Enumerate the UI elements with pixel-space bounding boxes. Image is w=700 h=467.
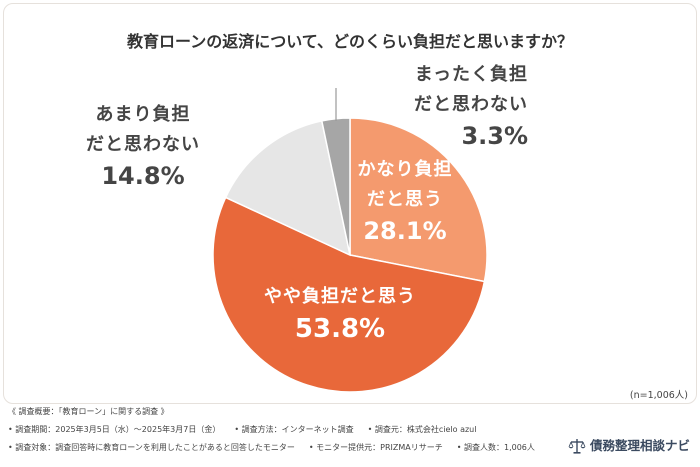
survey-heading: 《 調査概要：「教育ローン」に関する調査 》 <box>8 407 169 416</box>
pie-slice-somewhat-burdensome <box>212 196 486 393</box>
slice-value-label: 14.8% <box>101 162 185 190</box>
slice-label-line: かなり負担 <box>357 159 453 180</box>
slice-label-very-burdensome: かなり負担 だと思う 28.1% <box>335 155 475 247</box>
pie-slice-very-burdensome <box>349 117 488 283</box>
pie-slice-not-very-burdensome <box>224 120 352 257</box>
survey-item-method: • 調査方法：インターネット調査 <box>234 425 354 434</box>
slice-label-somewhat-burdensome: やや負担だと思う 53.8% <box>230 282 450 346</box>
slice-label-line: だと思う <box>367 189 443 210</box>
survey-item-panel-provider: • モニター提供元：PRIZMAリサーチ <box>308 443 443 452</box>
chart-frame <box>3 3 697 404</box>
brand-name: 債務整理相談ナビ <box>589 438 690 453</box>
survey-item-target: • 調査対象：調査回答時に教育ローンを利用したことがあると回答したモニター <box>8 443 295 452</box>
scale-icon <box>568 439 586 454</box>
survey-item-source: • 調査元：株式会社cielo azul <box>367 425 477 434</box>
slice-label-not-at-all-burdensome: まったく負担 だと思わない 3.3% <box>368 60 528 152</box>
sample-size-note: (n=1,006人) <box>629 390 688 401</box>
slice-label-not-very-burdensome: あまり負担 だと思わない 14.8% <box>63 100 223 192</box>
survey-item-period: • 調査期間：2025年3月5日（水）～2025年3月7日（金） <box>8 425 221 434</box>
slice-label-line: やや負担だと思う <box>264 286 416 307</box>
chart-title: 教育ローンの返済について、どのくらい負担だと思いますか？ <box>127 32 573 51</box>
slice-label-line: まったく負担 <box>414 64 528 85</box>
brand-logo: 債務整理相談ナビ <box>568 436 690 456</box>
slice-value-label: 53.8% <box>294 314 386 344</box>
survey-item-sample-size: • 調査人数：1,006人 <box>456 443 535 452</box>
slice-label-line: あまり負担 <box>95 104 191 125</box>
slice-label-line: だと思わない <box>414 94 528 115</box>
slice-value-label: 28.1% <box>363 217 447 245</box>
survey-row: • 調査期間：2025年3月5日（水）～2025年3月7日（金） • 調査方法：… <box>8 423 476 437</box>
slice-value-label: 3.3% <box>461 122 528 150</box>
survey-row: • 調査対象：調査回答時に教育ローンを利用したことがあると回答したモニター • … <box>8 441 535 455</box>
slice-label-line: だと思わない <box>86 134 200 155</box>
